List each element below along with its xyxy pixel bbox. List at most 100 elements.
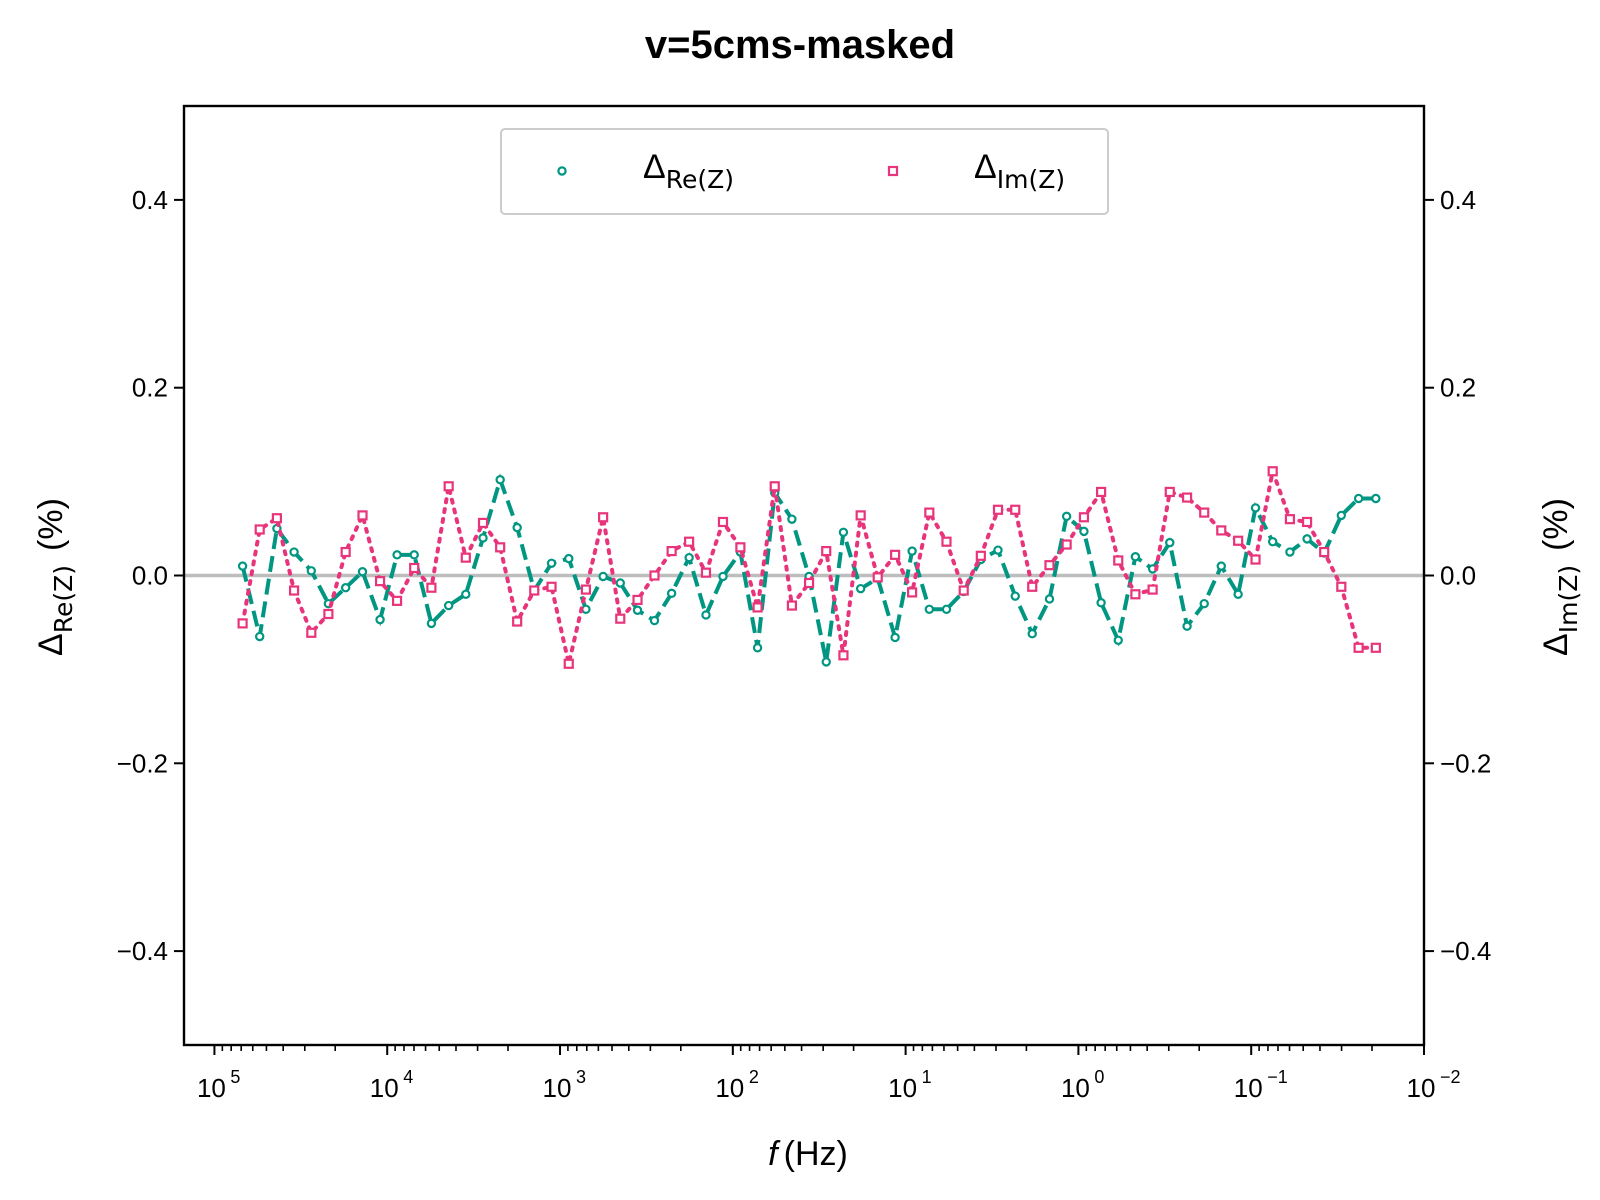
legend-label-im: ΔIm(Z) xyxy=(974,148,1065,194)
data-point-re xyxy=(546,558,557,568)
data-point-re xyxy=(1113,635,1123,645)
data-point-im xyxy=(306,627,317,638)
data-point-im xyxy=(975,550,986,561)
data-point-im xyxy=(907,587,918,598)
legend-im-sub: Im(Z) xyxy=(997,165,1065,194)
data-point-im xyxy=(890,549,901,560)
data-point-im xyxy=(1078,512,1090,523)
x-tick-exponent: 5 xyxy=(230,1067,240,1087)
data-point-re xyxy=(1096,598,1106,608)
y-tick-label-right: −0.4 xyxy=(1440,936,1491,966)
x-tick-exponent: 3 xyxy=(576,1067,586,1087)
data-point-re xyxy=(392,550,402,560)
data-point-re xyxy=(1044,594,1055,604)
data-point-re xyxy=(1079,526,1089,537)
x-tick-label: 10 xyxy=(1061,1073,1090,1103)
data-point-im xyxy=(426,582,437,593)
data-point-im xyxy=(769,481,780,492)
data-point-re xyxy=(701,610,711,620)
data-point-re xyxy=(426,618,437,629)
x-tick-exponent: 0 xyxy=(1094,1067,1104,1087)
data-point-im xyxy=(1130,589,1141,600)
data-point-im xyxy=(1199,507,1210,518)
x-tick-label: 10 xyxy=(197,1073,226,1103)
data-point-im xyxy=(323,608,334,620)
legend-label-re: ΔRe(Z) xyxy=(643,148,734,194)
y-tick-label-right: 0.4 xyxy=(1440,185,1476,215)
data-point-re xyxy=(1353,493,1364,504)
data-point-re xyxy=(1302,534,1312,544)
data-point-im xyxy=(580,584,592,595)
data-point-im xyxy=(666,545,677,557)
data-point-re xyxy=(478,533,488,543)
data-point-im xyxy=(821,545,832,557)
data-point-re xyxy=(787,514,797,524)
y-right-unit: (%) xyxy=(1537,498,1575,551)
data-point-re xyxy=(1267,536,1278,547)
y-axis-right-label: ΔIm(Z) (%) xyxy=(1537,498,1583,656)
data-point-re xyxy=(718,571,728,582)
data-point-re xyxy=(752,643,763,653)
data-point-re xyxy=(855,583,866,594)
data-point-re xyxy=(443,600,454,611)
data-point-im xyxy=(855,510,866,521)
data-point-re xyxy=(1010,591,1020,601)
data-point-im xyxy=(786,600,798,611)
data-point-re xyxy=(890,632,900,643)
data-point-im xyxy=(1027,581,1038,592)
data-point-re xyxy=(495,475,505,485)
data-point-im xyxy=(288,585,300,596)
x-tick-label: 10 xyxy=(888,1073,917,1103)
data-point-im xyxy=(992,504,1004,515)
x-tick-label: 10 xyxy=(543,1073,572,1103)
data-point-im xyxy=(271,513,282,524)
data-point-im xyxy=(357,510,368,521)
x-tick-exponent: −2 xyxy=(1440,1067,1461,1087)
data-point-re xyxy=(512,522,522,533)
x-axis-var: f xyxy=(768,1135,781,1173)
y-axis-left-label: ΔRe(Z) (%) xyxy=(32,498,78,656)
data-point-im xyxy=(1096,486,1107,498)
y-right-main: Δ xyxy=(1537,633,1575,656)
data-point-im xyxy=(1061,539,1072,550)
data-point-im xyxy=(1336,581,1347,592)
data-point-re xyxy=(615,578,625,588)
data-point-re xyxy=(409,550,419,560)
data-point-im xyxy=(1233,535,1244,546)
x-axis-label: f (Hz) xyxy=(768,1135,848,1173)
data-point-re xyxy=(907,546,917,556)
data-point-im xyxy=(1044,560,1055,571)
x-tick-label: 10 xyxy=(1234,1073,1263,1103)
data-point-im xyxy=(941,536,952,547)
y-tick-label-left: −0.4 xyxy=(117,936,168,966)
data-point-re xyxy=(1250,503,1261,513)
x-tick-exponent: 4 xyxy=(403,1067,413,1087)
x-axis-unit: (Hz) xyxy=(784,1135,848,1173)
data-point-im xyxy=(529,585,540,596)
legend-re-sub: Re(Z) xyxy=(666,165,734,194)
legend-box xyxy=(500,128,1109,215)
legend-im-main: Δ xyxy=(974,148,997,186)
legend-marker-im xyxy=(887,165,899,177)
y-tick-label-right: 0.0 xyxy=(1440,561,1476,591)
data-point-im xyxy=(1164,486,1175,498)
data-point-re xyxy=(1165,537,1175,548)
data-point-im xyxy=(1113,555,1124,566)
data-point-re xyxy=(306,566,317,576)
data-point-re xyxy=(1371,493,1381,504)
data-point-im xyxy=(254,524,265,535)
plot-area xyxy=(184,463,1424,669)
data-point-im xyxy=(598,512,609,523)
data-point-re xyxy=(461,589,471,599)
data-point-re xyxy=(357,567,368,577)
legend-marker-re xyxy=(557,166,567,176)
data-point-im xyxy=(1181,492,1193,503)
data-point-re xyxy=(255,631,265,642)
data-point-im xyxy=(803,577,815,589)
data-point-re xyxy=(289,547,299,557)
x-tick-label: 10 xyxy=(1407,1073,1436,1103)
data-point-re xyxy=(821,657,831,667)
data-point-im xyxy=(958,585,969,596)
y-tick-label-left: 0.2 xyxy=(132,373,168,403)
